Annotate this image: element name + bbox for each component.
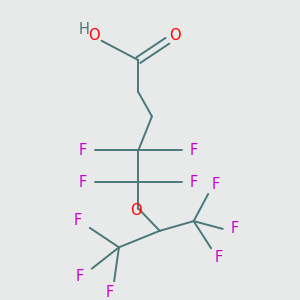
Text: H: H <box>79 22 89 37</box>
Text: F: F <box>212 177 220 192</box>
Text: F: F <box>190 143 198 158</box>
Text: F: F <box>190 175 198 190</box>
Text: O: O <box>130 203 142 218</box>
Text: F: F <box>106 285 114 300</box>
Text: F: F <box>79 175 87 190</box>
Text: F: F <box>215 250 223 266</box>
Text: F: F <box>230 221 238 236</box>
Text: F: F <box>79 143 87 158</box>
Text: O: O <box>169 28 181 44</box>
Text: F: F <box>76 269 84 284</box>
Text: O: O <box>88 28 100 44</box>
Text: F: F <box>74 213 82 228</box>
